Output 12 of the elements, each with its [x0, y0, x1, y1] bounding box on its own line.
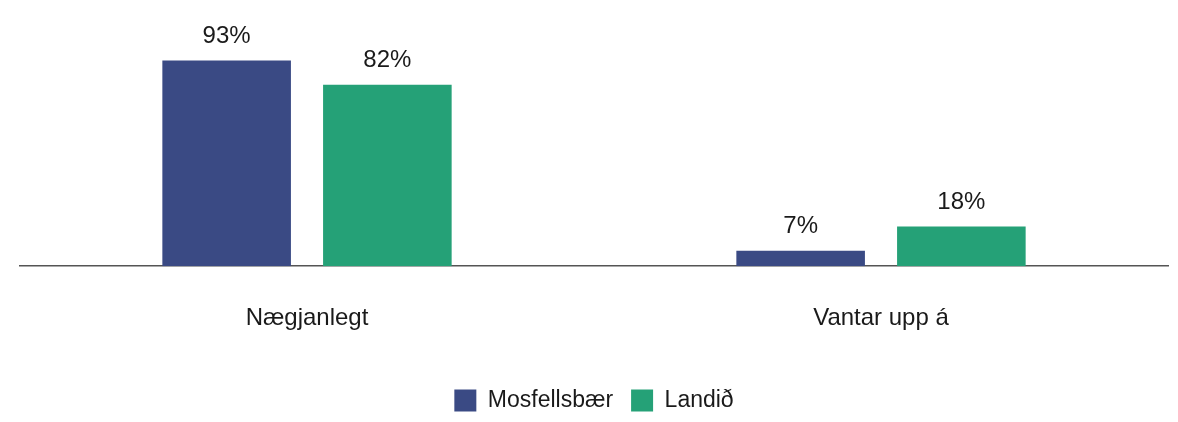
bar: [323, 84, 452, 267]
x-tick-label: Nægjanlegt: [245, 303, 369, 331]
data-label: 18%: [937, 187, 986, 215]
legend-label: Landið: [664, 385, 734, 412]
bar: [162, 60, 291, 267]
bar: [736, 250, 865, 267]
x-tick-label: Vantar upp á: [813, 303, 950, 331]
data-label: 82%: [363, 45, 412, 73]
bar: [897, 226, 1026, 267]
legend-label: Mosfellsbær: [487, 385, 614, 412]
data-label: 7%: [783, 211, 818, 239]
data-label: 93%: [202, 21, 251, 49]
